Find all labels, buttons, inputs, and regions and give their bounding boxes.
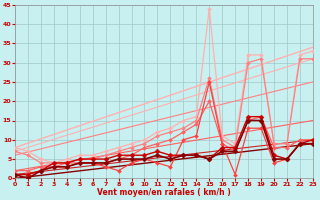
- X-axis label: Vent moyen/en rafales ( km/h ): Vent moyen/en rafales ( km/h ): [97, 188, 231, 197]
